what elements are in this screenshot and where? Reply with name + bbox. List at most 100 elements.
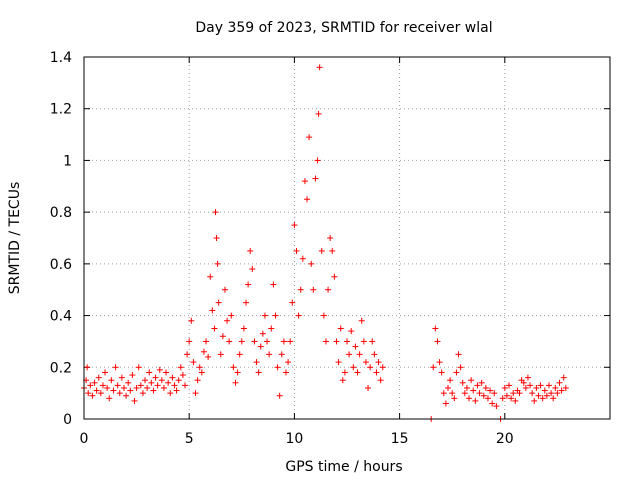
data-point-marker	[468, 377, 475, 384]
data-point-marker	[543, 392, 550, 399]
data-point-marker	[449, 390, 456, 397]
data-point-marker	[375, 359, 382, 366]
data-point-marker	[339, 377, 346, 384]
data-point-marker	[89, 392, 96, 399]
data-point-marker	[491, 390, 498, 397]
data-point-marker	[524, 374, 531, 381]
data-point-marker	[129, 372, 136, 379]
data-point-marker	[522, 384, 529, 391]
data-point-marker	[289, 299, 296, 306]
data-point-marker	[264, 338, 271, 345]
data-point-marker	[369, 338, 376, 345]
data-point-marker	[85, 390, 92, 397]
data-point-marker	[434, 338, 441, 345]
data-point-marker	[348, 328, 355, 335]
axis-ticks: 0 0.2 0.4 0.6 0.8 1 1.2 1.4 0 5 10 15 20	[50, 50, 610, 447]
data-point-marker	[472, 397, 479, 404]
data-point-marker	[209, 307, 216, 314]
data-point-marker	[304, 196, 311, 203]
y-tick-label: 0.4	[50, 309, 72, 325]
y-tick-label: 1.4	[50, 50, 72, 66]
data-point-marker	[215, 299, 222, 306]
y-axis-label: SRMTID / TECUs	[7, 182, 23, 295]
data-point-marker	[329, 247, 336, 254]
data-point-marker	[280, 338, 287, 345]
data-point-marker	[560, 374, 567, 381]
data-point-marker	[167, 390, 174, 397]
data-point-marker	[358, 317, 365, 324]
data-point-marker	[137, 382, 144, 389]
data-point-marker	[133, 384, 140, 391]
data-point-marker	[188, 317, 195, 324]
data-point-marker	[270, 281, 277, 288]
data-point-marker	[84, 364, 91, 371]
data-point-marker	[255, 369, 262, 376]
data-point-marker	[152, 374, 159, 381]
y-tick-label: 0.6	[50, 257, 72, 273]
data-point-marker	[432, 325, 439, 332]
data-point-marker	[278, 351, 285, 358]
data-point-marker	[516, 390, 523, 397]
data-point-marker	[373, 369, 380, 376]
data-point-marker	[207, 273, 214, 280]
data-point-marker	[200, 348, 207, 355]
data-point-marker	[318, 247, 325, 254]
data-point-marker	[531, 397, 538, 404]
data-point-marker	[214, 260, 221, 267]
data-point-marker	[562, 384, 569, 391]
data-point-marker	[285, 359, 292, 366]
data-point-marker	[156, 366, 163, 373]
data-point-marker	[173, 387, 180, 394]
data-point-marker	[484, 395, 491, 402]
data-point-marker	[120, 384, 127, 391]
data-point-marker	[350, 364, 357, 371]
y-tick-label: 0.8	[50, 205, 72, 221]
x-tick-label: 15	[391, 431, 409, 447]
data-point-marker	[219, 333, 226, 340]
data-point-marker	[377, 377, 384, 384]
data-point-marker	[97, 390, 104, 397]
x-axis-label: GPS time / hours	[285, 459, 402, 475]
data-point-marker	[282, 369, 289, 376]
data-point-marker	[118, 374, 125, 381]
data-point-marker	[365, 384, 372, 391]
data-point-marker	[447, 377, 454, 384]
data-point-marker	[541, 387, 548, 394]
data-point-marker	[480, 392, 487, 399]
data-point-marker	[261, 312, 268, 319]
data-point-marker	[228, 312, 235, 319]
data-point-marker	[520, 379, 527, 386]
data-point-marker	[253, 359, 260, 366]
data-point-marker	[160, 384, 167, 391]
data-point-marker	[501, 384, 508, 391]
data-point-marker	[354, 369, 361, 376]
data-point-marker	[198, 369, 205, 376]
data-point-marker	[184, 351, 191, 358]
data-point-marker	[440, 390, 447, 397]
data-point-marker	[163, 369, 170, 376]
data-point-marker	[291, 222, 298, 229]
data-point-marker	[112, 364, 119, 371]
data-point-marker	[297, 286, 304, 293]
data-point-marker	[148, 379, 155, 386]
data-point-marker	[550, 395, 557, 402]
data-point-marker	[249, 266, 256, 273]
data-points	[81, 64, 569, 422]
data-point-marker	[106, 395, 113, 402]
data-point-marker	[489, 400, 496, 407]
data-point-marker	[230, 364, 237, 371]
data-point-marker	[463, 384, 470, 391]
data-point-marker	[306, 134, 313, 141]
data-point-marker	[125, 379, 132, 386]
data-point-marker	[508, 395, 515, 402]
data-point-marker	[533, 384, 540, 391]
data-point-marker	[470, 387, 477, 394]
data-point-marker	[346, 351, 353, 358]
data-point-marker	[268, 325, 275, 332]
data-point-marker	[114, 382, 121, 389]
data-point-marker	[529, 390, 536, 397]
data-point-marker	[459, 379, 466, 386]
data-point-marker	[274, 364, 281, 371]
data-point-marker	[226, 338, 233, 345]
data-point-marker	[466, 395, 473, 402]
